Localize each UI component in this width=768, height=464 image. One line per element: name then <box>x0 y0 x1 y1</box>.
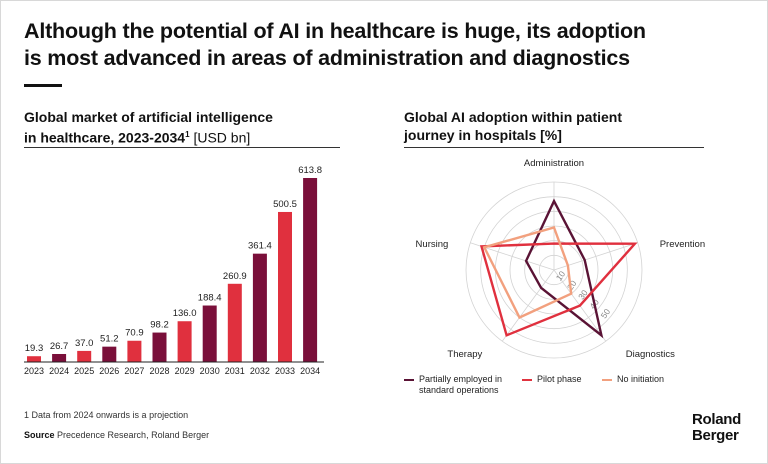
x-tick-2029: 2029 <box>175 366 195 376</box>
bar-value-label-2034: 613.8 <box>298 165 322 176</box>
bar-2025 <box>77 350 92 362</box>
legend-item-pilot-phase: Pilot phase <box>522 374 582 385</box>
bar-value-label-2031: 260.9 <box>223 271 247 282</box>
radar-chart-title-line-1: Global AI adoption within patient <box>404 109 623 125</box>
bar-2024 <box>52 353 67 362</box>
bar-2026 <box>102 346 117 362</box>
radar-chart-title-line-2: journey in hospitals [%] <box>404 127 562 143</box>
x-tick-2030: 2030 <box>200 366 220 376</box>
bar-value-label-2029: 136.0 <box>173 308 197 319</box>
headline-underline <box>24 84 62 87</box>
roland-berger-logo: Roland Berger <box>692 412 741 444</box>
bar-2028 <box>152 332 167 362</box>
bar-value-label-2032: 361.4 <box>248 241 272 252</box>
logo-line-1: Roland <box>692 411 742 428</box>
legend-label-partially-employed: Partially employed in standard operation… <box>419 374 502 396</box>
bar-value-label-2026: 51.2 <box>100 334 119 345</box>
x-tick-2027: 2027 <box>124 366 144 376</box>
footnote-marker: 1 <box>185 130 190 139</box>
bar-value-label-2023: 19.3 <box>25 343 44 354</box>
x-tick-2031: 2031 <box>225 366 245 376</box>
legend-swatch-pilot-phase <box>522 379 532 381</box>
legend-label-no-initiation: No initiation <box>617 374 665 384</box>
x-tick-2033: 2033 <box>275 366 295 376</box>
bar-value-label-2033: 500.5 <box>273 199 297 210</box>
bar-2029 <box>177 321 192 362</box>
bar-value-label-2025: 37.0 <box>75 338 94 349</box>
x-tick-2034: 2034 <box>300 366 320 376</box>
footnote: 1 Data from 2024 onwards is a projection <box>24 410 189 420</box>
x-tick-2028: 2028 <box>149 366 169 376</box>
radar-series-pilot-phase <box>479 242 638 337</box>
bar-chart-title-line-2: in healthcare, 2023-2034 <box>24 129 186 146</box>
radar-chart-title-rule <box>404 147 704 148</box>
bar-2032 <box>252 253 267 362</box>
headline-line-2: is most advanced in areas of administrat… <box>24 46 630 70</box>
radar-ring-label-50: 50 <box>599 307 613 321</box>
legend-swatch-partially-employed <box>404 379 414 381</box>
radar-series-no-initiation <box>482 226 573 320</box>
radar-ring-label-10: 10 <box>554 269 568 283</box>
source-note: Source Precedence Research, Roland Berge… <box>24 430 209 440</box>
legend-label-pilot-phase: Pilot phase <box>537 374 582 384</box>
bar-value-label-2030: 188.4 <box>198 293 222 304</box>
x-tick-2024: 2024 <box>49 366 69 376</box>
bar-value-label-2024: 26.7 <box>50 341 69 352</box>
legend-item-partially-employed: Partially employed in standard operation… <box>404 374 502 396</box>
x-tick-2032: 2032 <box>250 366 270 376</box>
x-tick-2023: 2023 <box>24 366 44 376</box>
radar-axis-label-administration: Administration <box>524 158 584 169</box>
bar-2023 <box>27 356 41 362</box>
bar-chart-title-rule <box>24 147 340 148</box>
source-label: Source <box>24 430 55 440</box>
legend-item-no-initiation: No initiation <box>602 374 664 385</box>
bar-2034 <box>303 178 318 362</box>
logo-line-2: Berger <box>692 427 739 444</box>
legend-label-line-2: standard operations <box>419 385 499 395</box>
radar-axis-label-diagnostics: Diagnostics <box>626 349 675 360</box>
source-text: Precedence Research, Roland Berger <box>54 430 210 440</box>
legend-swatch-no-initiation <box>602 379 612 381</box>
bar-2031 <box>227 283 242 362</box>
x-tick-2025: 2025 <box>74 366 94 376</box>
bar-chart-title-line-1: Global market of artificial intelligence <box>24 109 273 125</box>
radar-axis-label-prevention: Prevention <box>660 239 705 250</box>
bar-value-label-2027: 70.9 <box>125 328 144 339</box>
bar-chart-unit: [USD bn] <box>189 129 251 146</box>
radar-spoke-therapy <box>501 269 555 342</box>
radar-chart-title: Global AI adoption within patient journe… <box>404 108 622 144</box>
legend-label-line-1: Partially employed in <box>419 374 503 384</box>
x-tick-2026: 2026 <box>99 366 119 376</box>
headline: Although the potential of AI in healthca… <box>24 18 744 72</box>
headline-line-1: Although the potential of AI in healthca… <box>24 19 646 43</box>
bar-2030 <box>202 305 217 362</box>
bar-2027 <box>127 340 142 362</box>
radar-axis-label-nursing: Nursing <box>416 239 449 250</box>
bar-2033 <box>278 211 292 362</box>
radar-series-partially-employed <box>524 198 604 339</box>
bar-chart-title: Global market of artificial intelligence… <box>24 108 273 147</box>
radar-axis-label-therapy: Therapy <box>447 349 482 360</box>
bar-value-label-2028: 98.2 <box>150 320 169 331</box>
radar-ring-label-30: 30 <box>576 288 590 302</box>
